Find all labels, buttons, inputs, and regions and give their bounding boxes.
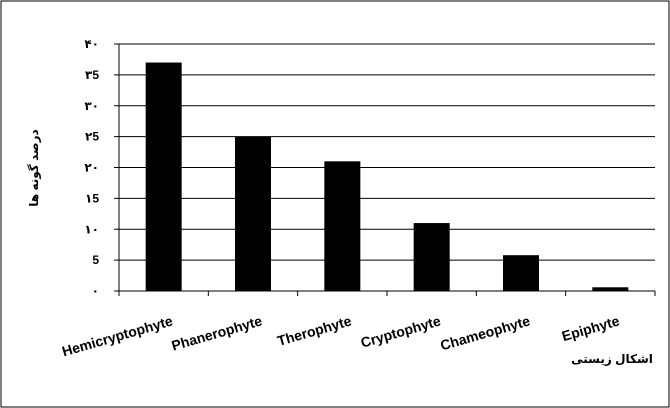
y-tick-label: ۳۰ [84,99,99,113]
y-tick-label: ۲۰ [84,161,99,175]
y-tick-label: 5 [92,253,99,267]
bar-chameophyte [503,255,539,291]
y-tick-label: ۱5 [85,191,99,205]
bar-phanerophyte [235,136,271,291]
y-tick-labels: ۰ 5 ۱۰ ۱5 ۲۰ ۲5 ۳۰ ۳5 ۴۰ [84,37,99,298]
axes [114,43,656,296]
y-tick-label: ۱۰ [84,222,99,236]
bar-cryptophyte [413,223,450,291]
x-axis-label: اشکال زیستی [571,352,653,366]
bar-hemicryptophyte [145,62,182,292]
y-tick-label: ۲5 [85,130,99,144]
bars [145,62,629,292]
gridlines [119,43,655,261]
bar-therophyte [324,161,361,291]
y-axis-label: درصد گونه ها [27,129,42,206]
y-tick-label: ۳5 [85,68,99,82]
bar-epiphyte [592,287,629,291]
y-tick-label: ۴۰ [84,37,99,51]
y-tick-label: ۰ [92,284,99,298]
